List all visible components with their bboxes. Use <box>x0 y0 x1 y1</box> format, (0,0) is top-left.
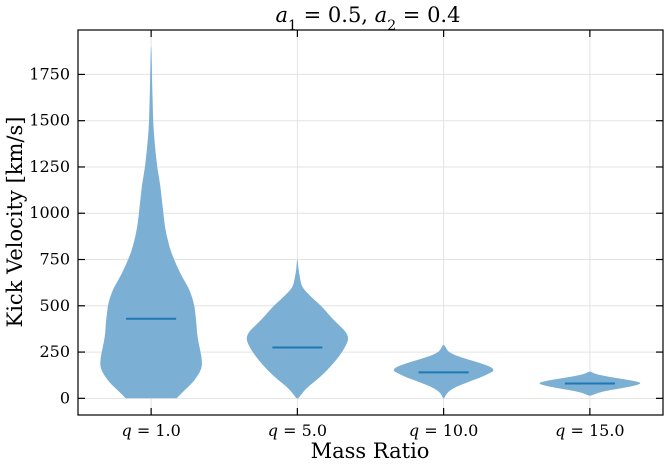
y-tick-label: 0 <box>60 388 70 407</box>
violin-body <box>246 259 349 399</box>
x-tick-label: q = 1.0 <box>121 421 180 440</box>
y-axis-label: Kick Velocity [km/s] <box>3 117 27 328</box>
y-tick-label: 250 <box>39 342 70 361</box>
median-lines <box>126 317 615 385</box>
y-tick-label: 1750 <box>29 64 70 83</box>
chart-title: a1 = 0.5, a2 = 0.4 <box>276 3 461 34</box>
y-tick-label: 1500 <box>29 111 70 130</box>
x-axis: q = 1.0 q = 5.0 q = 10.0 q = 15.0 <box>121 30 625 440</box>
x-tick-label: q = 15.0 <box>555 421 624 440</box>
y-tick-label: 1250 <box>29 157 70 176</box>
violin-body <box>100 46 202 399</box>
x-tick-label: q = 5.0 <box>268 421 327 440</box>
y-tick-label: 500 <box>39 296 70 315</box>
plot-frame <box>77 29 664 416</box>
x-axis-label: Mass Ratio <box>311 439 430 463</box>
y-tick-label: 750 <box>39 250 70 269</box>
x-tick-label: q = 10.0 <box>409 421 478 440</box>
y-axis: 0 250 500 750 1000 1250 1500 1750 <box>29 64 663 407</box>
violins <box>100 46 641 399</box>
y-tick-label: 1000 <box>29 203 70 222</box>
